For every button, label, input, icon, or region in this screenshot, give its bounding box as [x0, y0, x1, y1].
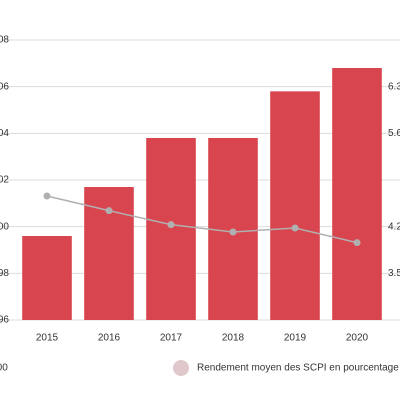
x-tick-label: 2015	[36, 333, 59, 344]
line-point	[105, 207, 113, 215]
x-tick-label: 2020	[346, 333, 369, 344]
y-tick-label: 98	[0, 268, 9, 279]
x-tick-label: 2017	[160, 333, 183, 344]
y-tick-label: 100	[0, 221, 9, 232]
y2-tick-label: 6.3	[388, 81, 400, 92]
y-tick-label: 102	[0, 175, 9, 186]
line	[46, 195, 358, 244]
legend-swatch	[173, 360, 189, 376]
y2-tick-label: 4.2	[388, 221, 400, 232]
line-point	[353, 239, 361, 247]
y-tick-label: 106	[0, 81, 9, 92]
bar	[146, 138, 196, 320]
line-point	[229, 228, 237, 236]
bar	[270, 91, 320, 320]
y2-tick-label: 5.6	[388, 128, 400, 139]
line-point	[291, 224, 299, 232]
x-tick-label: 2018	[222, 333, 245, 344]
bar	[22, 236, 72, 320]
y-tick-label: 104	[0, 128, 9, 139]
legend-label: Rendement moyen des SCPI en pourcentage …	[197, 363, 400, 374]
x-tick-label: 2019	[284, 333, 307, 344]
line-point	[167, 221, 175, 229]
y-tick-label: 108	[0, 35, 9, 46]
y-tick-label: 96	[0, 315, 9, 326]
x-tick-label: 2016	[98, 333, 121, 344]
legend-label: Prix moyen des parts de SCPI en base 100	[0, 363, 8, 374]
line-point	[43, 192, 51, 200]
y2-tick-label: 3.5	[388, 268, 400, 279]
bar	[332, 68, 382, 320]
